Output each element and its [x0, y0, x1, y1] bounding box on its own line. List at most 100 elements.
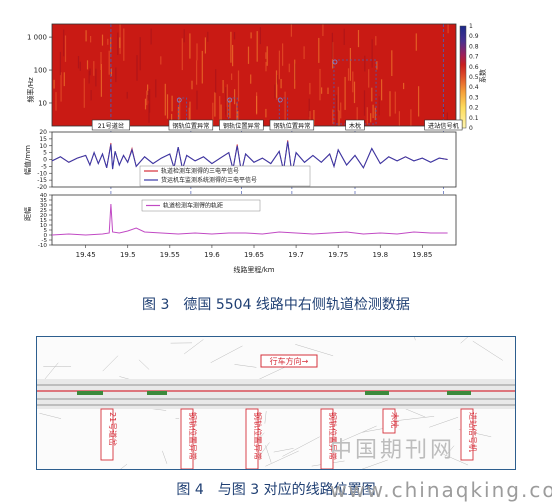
heatmap-streak [376, 61, 378, 70]
heatmap-streak [363, 90, 366, 116]
heatmap-streak [321, 87, 323, 94]
map-street-line [256, 442, 270, 460]
heatmap-streak [115, 67, 117, 83]
heatmap-streak [231, 73, 233, 80]
heatmap-streak [352, 71, 354, 93]
heatmap-streak [274, 84, 276, 99]
heatmap-streak [250, 32, 252, 39]
map-label-box [460, 408, 474, 461]
heatmap-streak [212, 102, 214, 126]
x-tick-label: 19.55 [160, 251, 180, 259]
map-street-line [361, 459, 388, 469]
colorbar-tick-label: 0.6 [469, 64, 479, 71]
heatmap-streak [59, 51, 61, 76]
map-labels: 21号道岔 钢轨位置异常 钢轨位置异常 钢轨位置异常 木枕 进站信号机 [100, 408, 478, 469]
signal-ylabel: 幅值/mm [23, 145, 32, 175]
heatmap-streak [259, 27, 261, 45]
heatmap-streak [415, 33, 417, 51]
heatmap-streak [331, 32, 333, 60]
map-street-line [234, 364, 257, 368]
heatmap-streak [370, 113, 372, 123]
heatmap-streak [149, 89, 151, 113]
heatmap-streak [284, 91, 286, 124]
heatmap-streak [117, 32, 119, 55]
green-segment [147, 391, 167, 395]
heatmap-streak [147, 90, 149, 101]
map-street-line [396, 416, 435, 421]
heatmap-highlights [110, 24, 444, 245]
map-street-line [39, 412, 62, 419]
direction-box: 行车方向→ [260, 354, 318, 368]
heatmap-streak [282, 43, 284, 66]
colorbar [459, 25, 467, 129]
green-segment [365, 391, 389, 395]
heatmap-yticks: 1 000 100 10 [27, 34, 52, 107]
heatmap-streak [374, 107, 376, 121]
map-label: 钢轨位置异常 [180, 408, 198, 469]
colorbar-ticks: 1 0.9 0.8 0.7 0.6 0.5 0.4 0.3 0.2 0.1 0 [469, 23, 479, 132]
heatmap-streak [196, 60, 198, 85]
map-street-line [264, 411, 267, 424]
heatmap-ytick-label: 100 [34, 67, 47, 75]
heatmap-streak [108, 50, 110, 75]
gauge-line [51, 203, 448, 236]
heatmap-streak [189, 101, 191, 124]
heatmap-streak [148, 103, 150, 123]
heatmap-streak [160, 56, 162, 65]
direction-label: 行车方向→ [270, 356, 309, 366]
heatmap-streak [403, 82, 405, 90]
map-label-text: 钢轨位置异常 [328, 412, 338, 460]
heatmap-streak [265, 52, 267, 59]
heatmap-streak [308, 98, 310, 117]
highlight-box [333, 59, 377, 125]
heatmap-streak [343, 28, 345, 45]
heatmap-streak [280, 79, 282, 89]
heatmap-streak [278, 50, 280, 80]
heatmap-streak [389, 91, 391, 117]
gauge-ylabel: 距幅 [23, 207, 32, 221]
heatmap-streak [418, 86, 420, 117]
heatmap-streak [171, 95, 173, 112]
signal-series [51, 140, 448, 174]
heatmap-streak [146, 90, 148, 106]
heatmap-streak [166, 94, 169, 119]
heatmap-streak [372, 104, 374, 119]
heatmap-streak [247, 46, 250, 64]
heatmap-streak [225, 87, 227, 115]
heatmap-streak [220, 104, 222, 126]
highlight-marker [176, 97, 182, 103]
heatmap-streak [90, 90, 92, 101]
map-label-box [245, 408, 259, 469]
heatmap-streak [391, 50, 393, 76]
gauge-ytick-label: 15 [40, 218, 48, 224]
heatmap-streak [230, 31, 232, 63]
heatmap-streak [139, 37, 141, 71]
gauge-ytick-label: -10 [38, 243, 48, 249]
heatmap-streak [196, 90, 198, 110]
gauge-ytick-label: 25 [40, 208, 48, 214]
heatmap-streak [375, 36, 377, 46]
highlight-marker [227, 97, 233, 103]
map-street-line [183, 339, 204, 355]
map-street-line [429, 416, 459, 428]
heatmap-streak [256, 31, 258, 62]
map-label: 木枕 [382, 408, 400, 434]
gauge-ytick-label: 35 [40, 198, 48, 204]
heatmap-streak [107, 38, 109, 45]
figure-3-caption: 图 3 德国 5504 线路中右侧轨道检测数据 [142, 297, 410, 313]
x-tick-label: 19.65 [244, 251, 264, 259]
gauge-ytick-label: 0 [43, 233, 47, 239]
x-tick-label: 19.85 [412, 251, 432, 259]
signal-legend-item-2: 货运机车监测系统测得的三电平信号 [161, 176, 257, 184]
annotation-label: 钢轨位置异常 [172, 122, 209, 130]
heatmap-streak [196, 43, 198, 61]
heatmap-streak [219, 96, 221, 124]
heatmap-streak [204, 37, 206, 54]
heatmap-streak [381, 79, 383, 101]
signal-line [51, 141, 448, 174]
heatmap-streak [77, 56, 80, 69]
